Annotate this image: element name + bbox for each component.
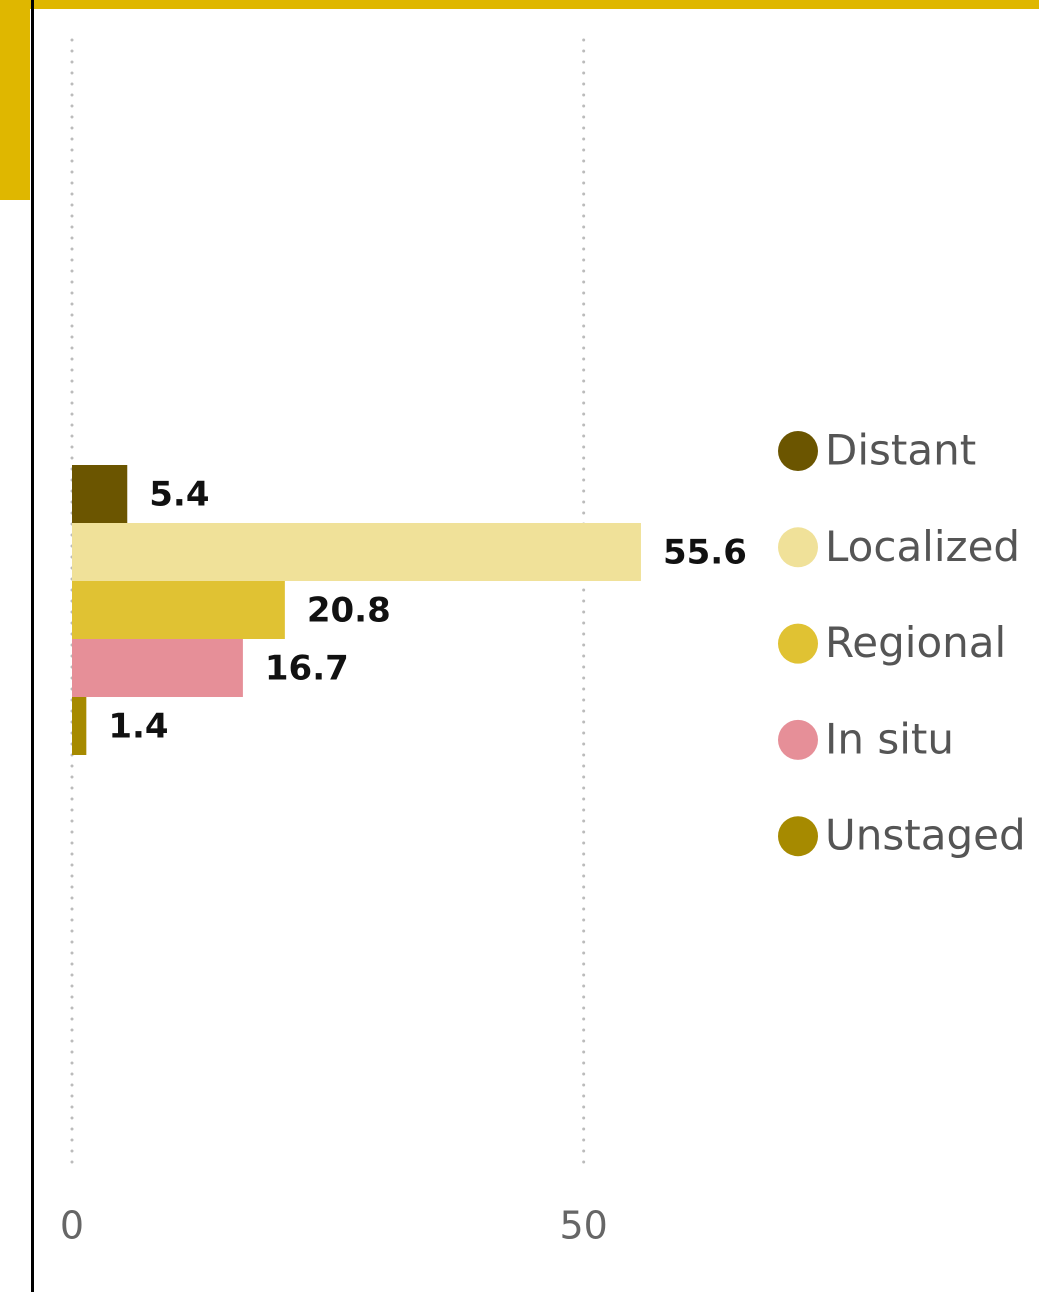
bar <box>72 465 128 523</box>
x-tick-label: 0 <box>60 1204 84 1248</box>
bar <box>72 523 641 581</box>
legend-swatch <box>778 431 818 471</box>
legend-label: Localized <box>825 522 1020 571</box>
top-band <box>0 0 1039 9</box>
bar <box>72 697 87 755</box>
legend-swatch <box>778 527 818 568</box>
side-tab <box>0 0 30 200</box>
bar <box>72 639 243 697</box>
value-label: 5.4 <box>149 475 209 515</box>
legend-swatch <box>778 719 818 760</box>
x-tick-label: 50 <box>559 1204 607 1248</box>
legend-label: Regional <box>825 618 1006 667</box>
divider <box>31 0 34 1292</box>
value-label: 1.4 <box>108 707 168 747</box>
value-label: 20.8 <box>307 591 391 631</box>
value-label: 16.7 <box>265 649 349 689</box>
bar <box>72 581 285 639</box>
legend-swatch <box>778 623 818 664</box>
legend-label: Unstaged <box>825 811 1026 860</box>
value-label: 55.6 <box>663 533 747 573</box>
legend-swatch <box>778 816 818 857</box>
legend-label: In situ <box>825 714 954 763</box>
legend-label: Distant <box>825 426 976 475</box>
